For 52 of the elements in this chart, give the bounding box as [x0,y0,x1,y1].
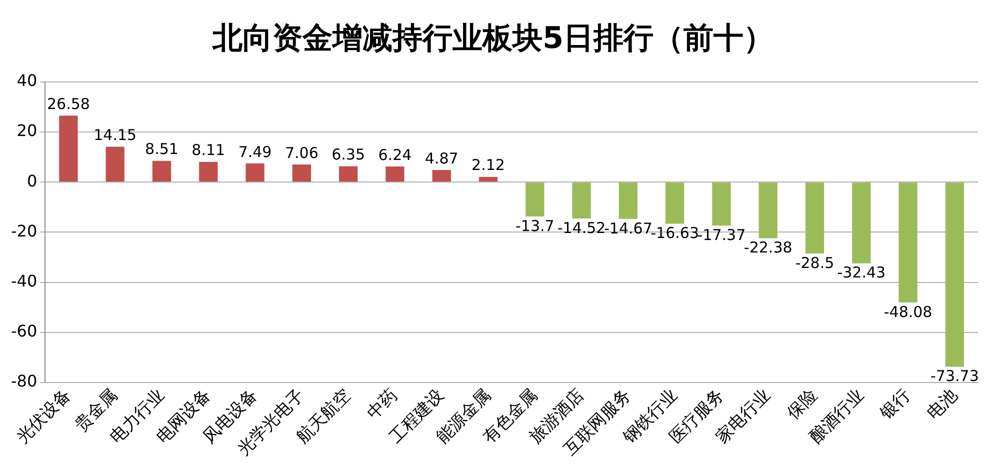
bar [292,164,311,182]
bar [106,146,124,182]
data-label: -13.7 [515,216,554,235]
data-label: 8.11 [192,141,226,160]
x-tick-label: 保险 [783,385,822,424]
bar [338,166,358,182]
bar [852,182,871,264]
bar [246,163,264,182]
y-tick-label: 40 [16,71,38,90]
bar [898,182,918,303]
bar [526,182,544,216]
x-tick-label: 银行 [876,385,915,424]
y-tick-label: 20 [16,121,38,140]
bar [665,182,684,224]
data-label: 14.15 [94,126,137,144]
y-tick-label: -40 [10,271,38,290]
data-label: -22.38 [744,238,792,257]
data-label: -32.43 [837,264,886,282]
data-label: -17.37 [697,226,746,244]
y-tick-label: -60 [10,322,38,341]
x-tick-label: 中药 [363,385,402,424]
bar [945,182,964,367]
data-label: 26.58 [46,94,90,113]
data-label: -16.63 [650,224,699,242]
data-label: 6.35 [332,146,366,164]
data-label: -73.73 [930,367,979,386]
bar [59,116,78,182]
data-label: -28.5 [795,254,834,272]
bar [478,176,498,182]
bar [432,170,451,182]
bar [386,166,404,182]
bar [152,160,172,182]
bar [805,182,824,254]
data-label: 4.87 [424,149,458,168]
y-tick-label: -20 [10,221,38,240]
data-label: 2.12 [472,156,505,174]
y-tick-label: -80 [10,372,38,391]
x-tick-label: 电池 [923,385,962,424]
bar [618,182,638,219]
bar [712,182,731,226]
data-label: -14.67 [604,219,652,238]
bar [199,162,218,182]
y-tick-label: 0 [26,171,38,190]
bar [758,182,778,238]
data-label: 6.24 [378,146,412,164]
data-label: -14.52 [557,218,606,237]
chart-title: 北向资金增减持行业板块5日排行（前十） [212,20,774,56]
bar [572,182,591,219]
data-label: 7.49 [238,142,272,161]
data-label: 7.06 [284,144,318,162]
data-label: -48.08 [884,302,932,321]
data-label: 8.51 [145,140,178,158]
